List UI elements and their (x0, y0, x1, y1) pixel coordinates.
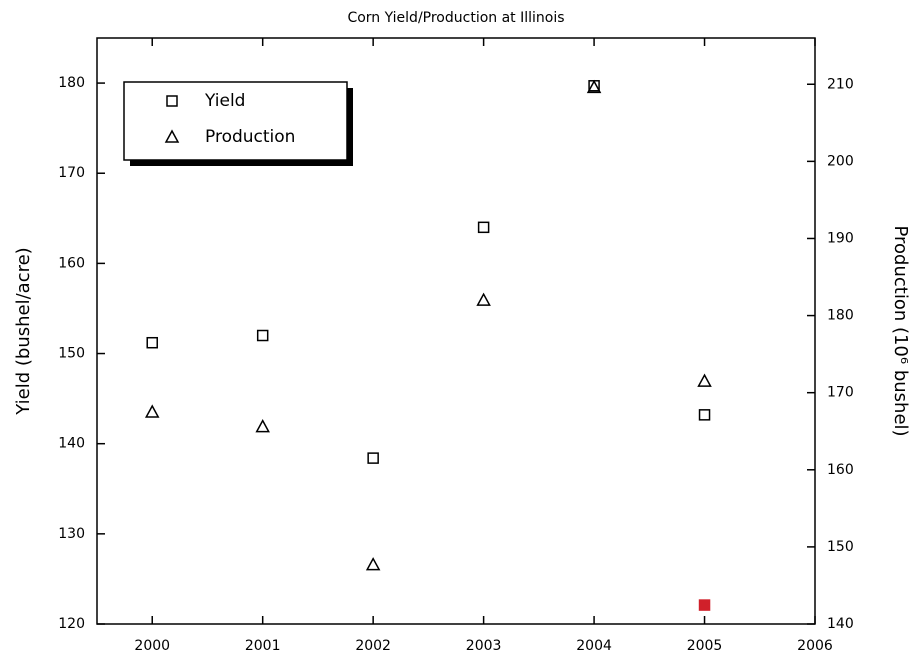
y-tick-label: 140 (58, 436, 85, 452)
y-tick-label: 150 (58, 346, 85, 362)
square-marker (166, 95, 178, 107)
legend-box (123, 81, 348, 161)
y-tick-label: 170 (58, 165, 85, 181)
legend-label: Production (205, 127, 295, 147)
x-tick-label: 2002 (355, 638, 391, 654)
legend: Yield Production (123, 81, 353, 166)
triangle-marker (365, 557, 381, 571)
square-marker (477, 221, 490, 234)
y2-tick-label: 200 (827, 153, 854, 169)
plot-frame (96, 37, 816, 625)
triangle-marker (476, 292, 491, 306)
y2-tick-label: 150 (827, 539, 854, 555)
x-tick-label: 2003 (466, 638, 502, 654)
y2-tick-label: 140 (827, 616, 854, 632)
y-axis-label: Yield (bushel/acre) (13, 247, 34, 415)
triangle-marker (586, 79, 602, 94)
y-tick-label: 130 (58, 526, 85, 542)
x-tick-label: 2006 (797, 638, 833, 654)
y-tick-label: 180 (58, 75, 85, 91)
triangle-marker (144, 404, 160, 418)
y2-tick-label: 210 (827, 76, 854, 92)
triangle-marker (164, 129, 180, 143)
legend-label: Yield (204, 91, 245, 111)
triangle-marker (697, 373, 712, 387)
y2-tick-label: 180 (827, 308, 854, 324)
filled-square-marker (698, 599, 711, 611)
y2-tick-label: 170 (827, 385, 854, 401)
triangle-marker (255, 419, 270, 433)
x-tick-label: 2001 (245, 638, 281, 654)
square-marker (367, 452, 379, 464)
y2-tick-label: 160 (827, 462, 854, 478)
square-marker (698, 409, 711, 421)
y-tick-label: 120 (58, 616, 85, 632)
x-tick-label: 2005 (687, 638, 723, 654)
y2-axis-label: Production (10⁶ bushel) (890, 225, 911, 436)
y2-tick-label: 190 (827, 230, 854, 246)
chart-title: Corn Yield/Production at Illinois (347, 10, 564, 26)
x-tick-label: 2000 (134, 638, 170, 654)
square-marker (146, 336, 158, 349)
x-tick-label: 2004 (576, 638, 612, 654)
y-tick-label: 160 (58, 255, 85, 271)
square-marker (256, 329, 269, 342)
